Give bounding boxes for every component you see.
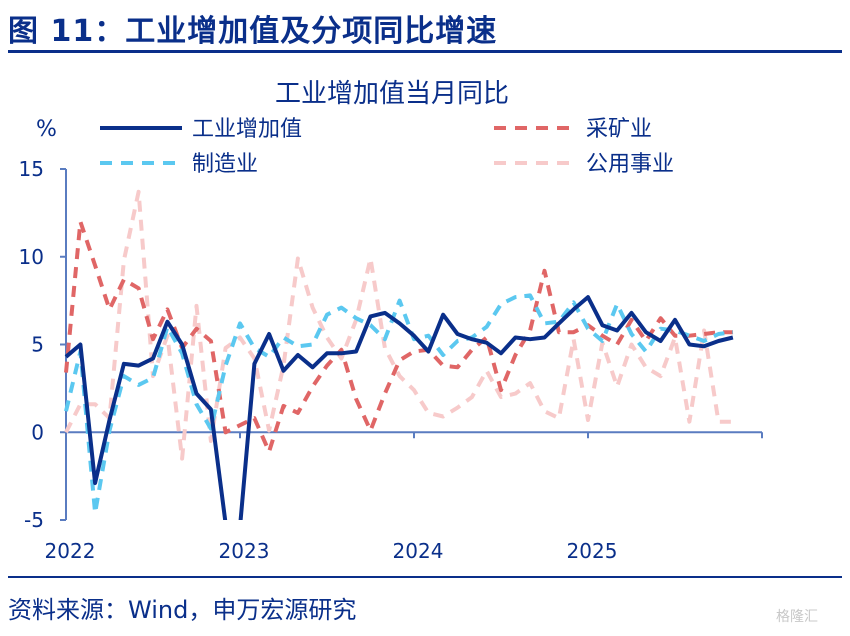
line-chart: 工业增加值当月同比 % 工业增加值 采矿业 制造业 公用事业 151050-52… (19, 79, 763, 563)
chart-title: 工业增加值当月同比 (275, 79, 509, 109)
legend: 工业增加值 采矿业 制造业 公用事业 (100, 117, 674, 177)
y-tick-label: 5 (31, 333, 44, 357)
x-tick-label: 2024 (393, 539, 444, 563)
y-tick-label: 0 (31, 420, 44, 444)
x-tick-label: 2023 (219, 539, 270, 563)
legend-label: 公用事业 (586, 152, 674, 177)
series-line-0 (64, 295, 734, 520)
series-line-3 (64, 189, 733, 461)
x-tick-label: 2022 (45, 539, 96, 563)
legend-label: 采矿业 (586, 117, 652, 142)
figure-header: 图 11：工业增加值及分项同比增速 (0, 0, 850, 56)
x-tick-label: 2025 (567, 539, 618, 563)
series-line-2 (64, 293, 734, 515)
figure-title: 图 11：工业增加值及分项同比增速 (8, 14, 498, 49)
title-divider (8, 50, 842, 53)
legend-item-manufacturing: 制造业 (100, 152, 258, 177)
y-tick-label: -5 (24, 508, 44, 532)
legend-item-utilities: 公用事业 (494, 152, 674, 177)
y-tick-label: 10 (19, 245, 44, 269)
legend-item-mining: 采矿业 (494, 117, 652, 142)
y-axis-unit: % (36, 117, 57, 142)
source-divider (8, 576, 842, 578)
series-lines (64, 189, 734, 520)
watermark-logo: 格隆汇 (776, 609, 818, 625)
legend-label: 制造业 (192, 152, 258, 177)
y-tick-label: 15 (19, 157, 44, 181)
legend-item-industrial-value-added: 工业增加值 (100, 117, 302, 142)
legend-label: 工业增加值 (192, 117, 302, 142)
source-note: 资料来源：Wind，申万宏源研究 (8, 596, 357, 624)
